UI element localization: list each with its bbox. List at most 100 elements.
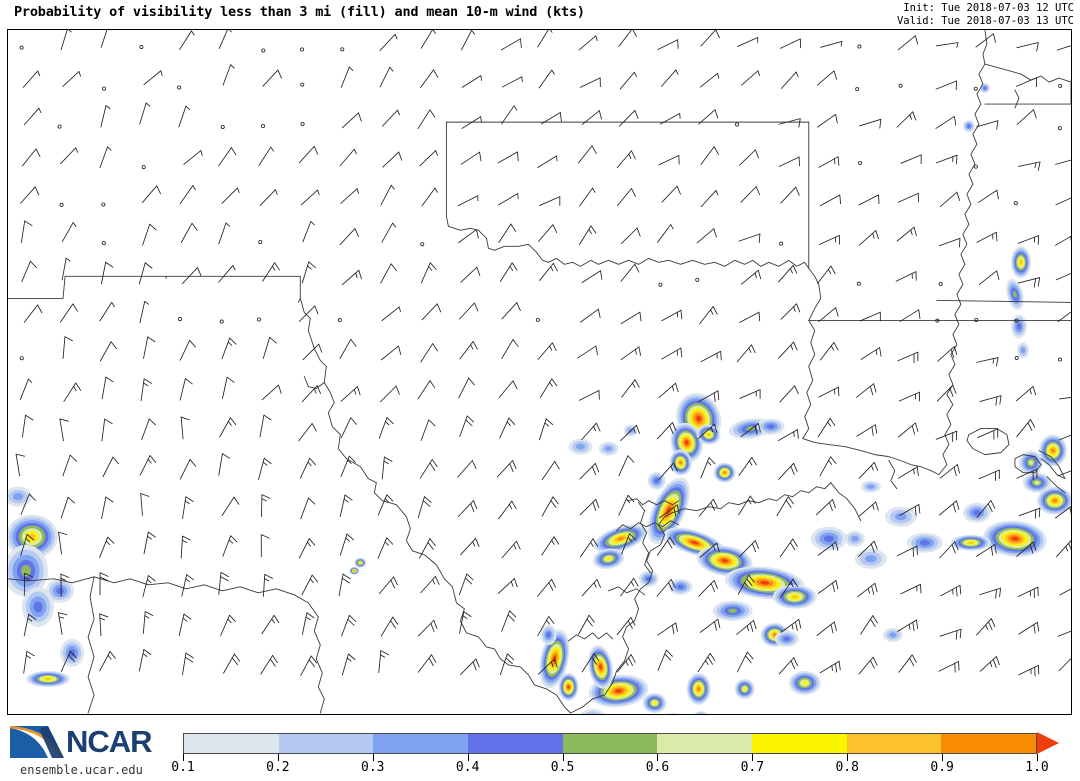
wind-barb [855,87,860,92]
barb-shaft [378,650,382,673]
wind-barb [138,649,152,672]
barb-full [953,466,957,477]
barb-half [392,222,397,228]
barb-full [358,112,362,122]
barb-shaft [1016,42,1039,49]
wind-barb [859,311,881,322]
barb-full [872,656,878,666]
barb-shaft [218,571,222,595]
wind-barb [179,30,195,50]
barb-full [392,616,399,625]
barb-shaft [219,417,231,438]
barb-full [634,263,640,273]
wind-barb [657,422,677,440]
wind-barb [300,497,316,520]
barb-half [227,341,233,346]
barb-half [384,498,390,503]
barb-half [345,537,350,542]
barb-full [472,661,477,671]
barb-shaft [461,116,482,129]
barb-full [143,378,153,384]
barb-full [954,541,959,551]
barb-shaft [460,658,477,675]
wind-barb [341,112,362,129]
barb-shaft [656,578,672,597]
wind-barb [301,574,319,596]
barb-full [105,496,114,503]
barb-shaft [581,270,601,284]
barb-shaft [498,500,513,520]
barb-full [278,384,282,394]
barb-full [628,657,634,666]
barb-shaft [976,500,992,519]
prob-level-2 [889,632,897,638]
barb-shaft [537,30,549,48]
barb-half [628,153,632,160]
geography-layer [8,30,1071,714]
barb-full [473,500,478,510]
barb-half [65,257,71,262]
barb-full [512,460,517,469]
barb-half [192,185,196,191]
barb-half [305,616,311,621]
barb-full [750,344,756,354]
wind-barb [740,70,760,86]
barb-half [867,587,870,594]
barb-shaft [261,614,275,635]
prob-blob-24 [1036,486,1071,515]
barb-shaft [740,269,759,285]
barb-full [520,38,522,48]
barb-full [390,579,396,589]
barb-half [72,222,77,228]
wind-barb [300,47,305,52]
calm-wind-symbol [102,86,107,91]
ncar-logo[interactable]: NCAR ensemble.ucar.edu [8,724,173,778]
wind-barb [298,538,316,559]
calm-wind-symbol [139,44,144,49]
barb-full [67,496,75,504]
barb-shaft [579,463,596,480]
barb-full [346,533,355,541]
wind-barb [61,222,77,243]
barb-shaft [579,499,597,516]
barb-shaft [23,107,40,126]
colorbar-tick-0 [183,754,184,761]
wind-barb [1016,468,1038,481]
barb-full [872,615,878,624]
barb-full [229,614,236,622]
barb-full [671,624,675,635]
barb-shaft [698,498,714,517]
wind-barb [340,188,360,204]
barb-shaft [537,658,555,675]
prob-level-2 [1020,347,1026,354]
barb-shaft [458,229,477,244]
barb-shaft [619,71,635,90]
wind-barb [781,71,799,89]
wind-barb [339,228,359,246]
wind-barb [974,317,979,322]
wind-barb [459,341,478,360]
wind-barb [539,196,561,206]
boundary-4 [570,512,674,714]
barb-full [28,493,36,501]
barb-full [712,306,718,315]
wind-barb [579,463,599,480]
init-time-label: Init: Tue 2018-07-03 12 UTC [903,2,1074,14]
calm-wind-symbol [220,124,225,129]
wind-barb [421,187,438,207]
calm-wind-symbol [1014,318,1019,323]
wind-barb [975,33,996,48]
wind-barb [182,496,194,520]
colorbar[interactable] [183,732,1059,754]
wind-barb [380,184,395,206]
barb-shaft [938,661,960,672]
barb-full [433,69,439,78]
barb-shaft [218,147,232,167]
barb-shaft [460,538,476,556]
wind-barb [698,579,718,597]
barb-full [429,538,436,547]
wind-barb [458,377,475,399]
barb-shaft [896,226,915,242]
map-panel[interactable] [7,29,1072,715]
barb-full [636,227,641,237]
